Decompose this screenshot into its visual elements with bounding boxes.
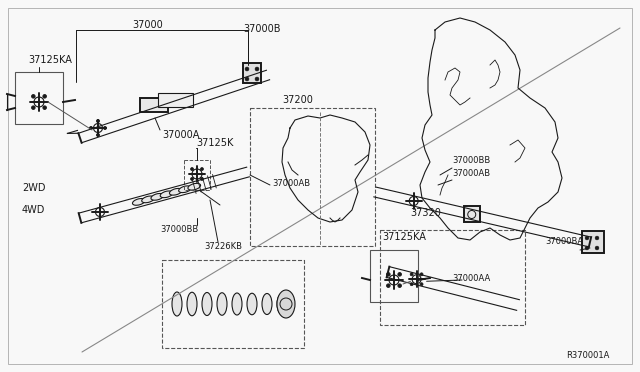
Bar (162, 260, 304, 348)
Circle shape (585, 246, 589, 250)
Ellipse shape (232, 293, 242, 315)
Circle shape (104, 126, 106, 129)
Ellipse shape (247, 293, 257, 315)
Text: 37000BA: 37000BA (545, 237, 583, 246)
Ellipse shape (187, 292, 197, 316)
Bar (464, 205, 480, 221)
Text: 37226KB: 37226KB (204, 242, 242, 251)
Text: 37000BB: 37000BB (160, 225, 198, 234)
Circle shape (410, 283, 413, 286)
Ellipse shape (277, 294, 287, 314)
Ellipse shape (151, 193, 164, 200)
Circle shape (585, 236, 589, 240)
Text: 37000A: 37000A (162, 130, 200, 140)
Bar (15, 72, 63, 124)
Circle shape (255, 67, 259, 71)
Text: 37125KA: 37125KA (28, 55, 72, 65)
Circle shape (191, 167, 193, 170)
Bar (184, 160, 210, 190)
Circle shape (398, 284, 401, 288)
Circle shape (200, 167, 204, 170)
Ellipse shape (179, 186, 191, 193)
Circle shape (387, 273, 390, 276)
Bar (158, 93, 193, 107)
Circle shape (410, 273, 413, 276)
Ellipse shape (172, 292, 182, 316)
Circle shape (191, 177, 193, 180)
Circle shape (31, 106, 35, 109)
Bar (370, 250, 418, 302)
Circle shape (595, 246, 599, 250)
Text: 4WD: 4WD (22, 205, 45, 215)
Text: 37000: 37000 (132, 20, 163, 30)
Circle shape (595, 236, 599, 240)
Circle shape (420, 273, 423, 276)
Circle shape (245, 67, 249, 71)
Circle shape (97, 134, 99, 137)
Text: 37125K: 37125K (196, 138, 234, 148)
Ellipse shape (132, 199, 145, 205)
Circle shape (97, 119, 99, 122)
Ellipse shape (188, 183, 200, 190)
Circle shape (31, 94, 35, 98)
Text: 2WD: 2WD (22, 183, 45, 193)
Text: 37000AA: 37000AA (452, 274, 490, 283)
Bar (582, 231, 604, 253)
Text: 37125KA: 37125KA (382, 232, 426, 242)
Ellipse shape (262, 294, 272, 314)
Circle shape (398, 273, 401, 276)
Circle shape (43, 106, 47, 109)
Circle shape (200, 177, 204, 180)
Text: R370001A: R370001A (566, 351, 610, 360)
Text: 37000AB: 37000AB (272, 179, 310, 187)
Ellipse shape (202, 292, 212, 315)
Text: 37320: 37320 (410, 208, 441, 218)
Bar (243, 63, 261, 83)
Ellipse shape (160, 191, 173, 198)
Ellipse shape (170, 188, 182, 195)
Ellipse shape (217, 293, 227, 315)
Circle shape (420, 283, 423, 286)
Ellipse shape (141, 196, 154, 203)
Text: 37000AB: 37000AB (452, 169, 490, 178)
Circle shape (387, 284, 390, 288)
Circle shape (245, 77, 249, 81)
Text: 37000B: 37000B (243, 24, 280, 34)
Ellipse shape (277, 290, 295, 318)
Text: 37200: 37200 (282, 95, 313, 105)
Circle shape (90, 126, 93, 129)
Text: 37000BB: 37000BB (452, 156, 490, 165)
Circle shape (255, 77, 259, 81)
Bar (380, 230, 525, 325)
Bar (140, 98, 168, 112)
Bar (250, 108, 375, 246)
Circle shape (43, 94, 47, 98)
